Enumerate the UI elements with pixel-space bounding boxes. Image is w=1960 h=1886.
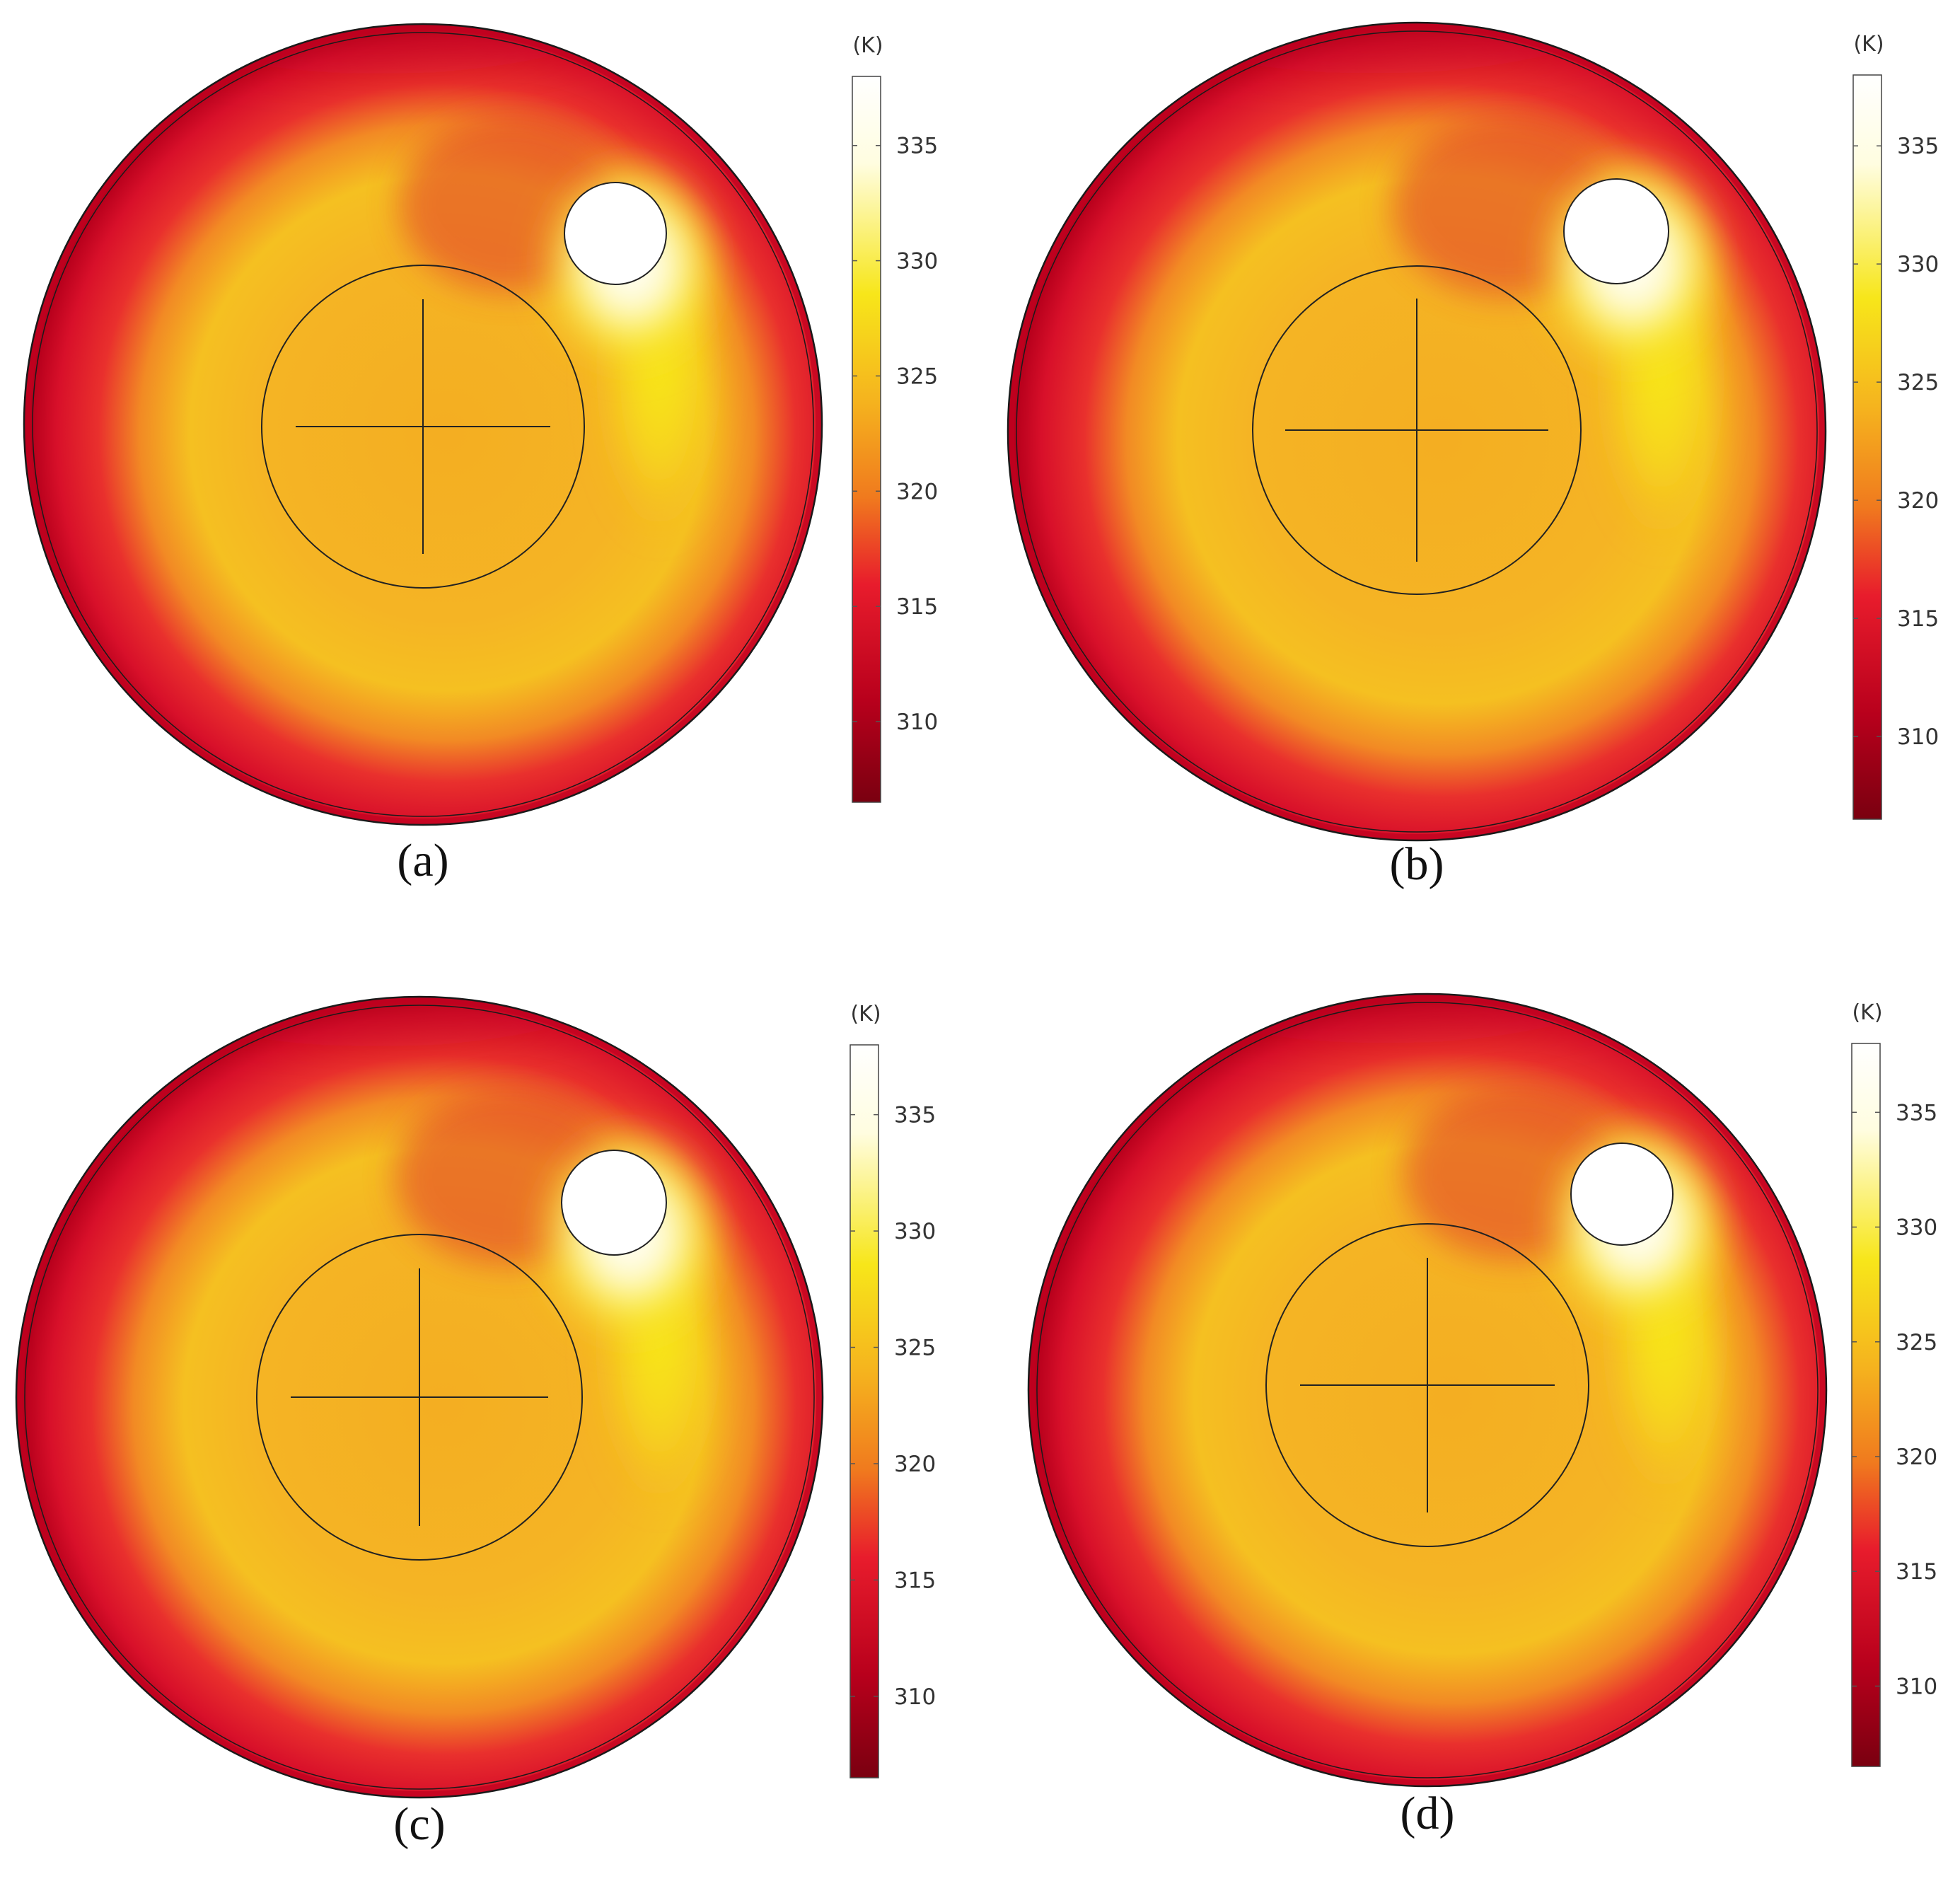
outer-boundary xyxy=(23,23,823,826)
center-circle xyxy=(1265,1223,1589,1547)
colorbar-tick-label: 315 xyxy=(1896,1559,1937,1585)
temperature-field xyxy=(1008,23,1826,840)
panel-label: (d) xyxy=(1401,1788,1455,1839)
inner-boundary xyxy=(1036,1002,1819,1778)
colorbar-tick-label: 325 xyxy=(896,364,938,389)
outer-boundary xyxy=(1027,993,1828,1788)
colorbar: (K) 335 330 325 320 315 310 xyxy=(1852,32,1939,820)
colorbar-tick-label: 330 xyxy=(1896,1215,1937,1241)
colorbar-tick-label: 310 xyxy=(1896,1674,1937,1699)
colorbar-tick-label: 335 xyxy=(896,134,938,159)
panel-label: (b) xyxy=(1390,838,1444,890)
inner-boundary xyxy=(32,32,814,817)
temperature-field xyxy=(24,24,822,825)
colorbar-scale xyxy=(1851,1043,1881,1767)
colorbar-scale xyxy=(849,1044,879,1778)
colorbar-tick-label: 325 xyxy=(1896,1330,1937,1355)
colorbar-tick-label: 315 xyxy=(894,1568,936,1593)
colorbar: (K) 335 330 325 320 315 310 xyxy=(852,33,938,803)
colorbar-tick-label: 330 xyxy=(1897,252,1939,277)
colorbar-tick-label: 325 xyxy=(1897,370,1939,395)
center-circle xyxy=(1252,265,1582,595)
panel-label: (a) xyxy=(397,835,448,886)
colorbar-tick-label: 330 xyxy=(896,249,938,274)
hot-hole xyxy=(561,1150,667,1256)
colorbar: (K) 335 330 325 320 315 310 xyxy=(849,1002,936,1778)
panel-0: (K) 335 330 325 320 315 310 (a) xyxy=(23,23,938,886)
outer-boundary xyxy=(15,995,824,1799)
panel-1: (K) 335 330 325 320 315 310 (b) xyxy=(1007,21,1939,890)
colorbar-tick-label: 335 xyxy=(894,1103,936,1128)
colorbar-tick-label: 310 xyxy=(894,1684,936,1710)
colorbar-tick-label: 320 xyxy=(896,479,938,504)
temperature-field xyxy=(16,997,823,1798)
colorbar-tick-label: 320 xyxy=(894,1452,936,1477)
center-circle xyxy=(261,265,585,589)
colorbar-tick-label: 320 xyxy=(1896,1445,1937,1470)
colorbar-tick-label: 315 xyxy=(1897,606,1939,632)
colorbar-scale xyxy=(1852,74,1882,820)
center-circle xyxy=(256,1234,583,1561)
panel-label: (c) xyxy=(393,1798,445,1850)
colorbar-unit: (K) xyxy=(1853,32,1884,57)
colorbar-unit: (K) xyxy=(852,33,883,58)
inner-boundary xyxy=(24,1005,815,1790)
inner-boundary xyxy=(1016,30,1818,833)
colorbar-unit: (K) xyxy=(850,1002,881,1026)
panel-3: (K) 335 330 325 320 315 310 (d) xyxy=(1027,993,1937,1839)
colorbar-scale xyxy=(852,76,881,803)
panel-2: (K) 335 330 325 320 315 310 (c) xyxy=(15,995,936,1850)
outer-boundary xyxy=(1007,21,1827,842)
colorbar-tick-label: 310 xyxy=(896,710,938,735)
colorbar-tick-label: 335 xyxy=(1896,1100,1937,1126)
colorbar-tick-label: 335 xyxy=(1897,134,1939,159)
colorbar-tick-label: 315 xyxy=(896,594,938,620)
colorbar-unit: (K) xyxy=(1852,1000,1882,1025)
temperature-field xyxy=(1028,994,1826,1786)
hot-hole xyxy=(1570,1142,1674,1246)
colorbar-tick-label: 310 xyxy=(1897,724,1939,750)
hot-hole xyxy=(564,182,667,285)
panels: (K) 335 330 325 320 315 310 (a) (K) 335 330 325 320 3… xyxy=(15,21,1939,1850)
hot-hole xyxy=(1563,178,1669,284)
colorbar-tick-label: 320 xyxy=(1897,488,1939,514)
colorbar-tick-label: 325 xyxy=(894,1336,936,1361)
colorbar-tick-label: 330 xyxy=(894,1219,936,1244)
colorbar: (K) 335 330 325 320 315 310 xyxy=(1851,1000,1937,1767)
